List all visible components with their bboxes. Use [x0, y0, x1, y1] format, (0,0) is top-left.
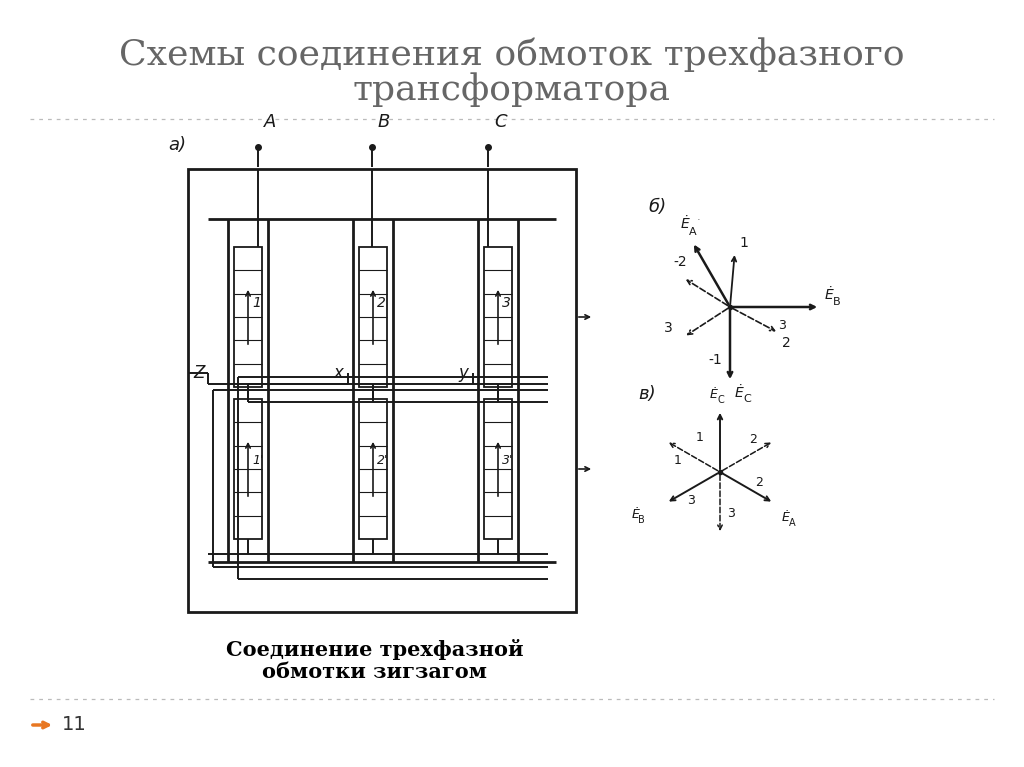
Bar — [484, 247, 512, 387]
Text: Ė: Ė — [825, 288, 834, 302]
Text: а): а) — [168, 136, 186, 154]
Text: Ė: Ė — [681, 217, 689, 231]
Text: -1: -1 — [708, 353, 722, 367]
Text: 3: 3 — [664, 321, 673, 335]
Text: в): в) — [638, 385, 655, 403]
Text: 2: 2 — [781, 336, 791, 350]
Text: 11: 11 — [62, 716, 87, 735]
Text: трансформатора: трансформатора — [353, 72, 671, 107]
Bar — [234, 399, 262, 539]
Bar — [484, 399, 512, 539]
Text: 3: 3 — [778, 319, 786, 332]
Text: Ė: Ė — [710, 388, 718, 401]
Text: 2: 2 — [755, 476, 763, 489]
Text: Ė: Ė — [735, 386, 743, 400]
Text: B: B — [638, 515, 645, 525]
Text: 2': 2' — [377, 454, 388, 467]
Text: Z: Z — [193, 364, 205, 382]
Text: C: C — [743, 394, 751, 404]
Text: A: A — [264, 113, 276, 131]
Text: C: C — [494, 113, 507, 131]
Text: -2: -2 — [674, 255, 687, 269]
Text: 3: 3 — [502, 296, 511, 310]
Text: Ė: Ė — [781, 511, 790, 524]
Text: 1: 1 — [696, 430, 703, 443]
Bar — [359, 247, 387, 387]
Bar — [359, 399, 387, 539]
Text: C: C — [717, 395, 724, 405]
Text: б): б) — [648, 198, 667, 216]
Text: 1': 1' — [252, 454, 263, 467]
Text: 3': 3' — [502, 454, 513, 467]
Text: B: B — [378, 113, 390, 131]
Text: 3: 3 — [687, 494, 695, 507]
Text: 2: 2 — [749, 433, 757, 446]
Text: 1: 1 — [739, 236, 749, 250]
Text: Соединение трехфазной: Соединение трехфазной — [226, 639, 524, 660]
Text: A: A — [688, 227, 696, 237]
Text: 1: 1 — [674, 454, 682, 467]
Text: y: y — [458, 364, 468, 382]
Text: B: B — [833, 297, 841, 307]
Text: x: x — [333, 364, 343, 382]
Bar — [188, 169, 575, 612]
Text: Ė: Ė — [632, 508, 639, 521]
Text: 3: 3 — [727, 508, 735, 521]
Text: Схемы соединения обмоток трехфазного: Схемы соединения обмоток трехфазного — [119, 37, 905, 72]
Bar — [234, 247, 262, 387]
Text: A: A — [788, 518, 796, 528]
Text: обмотки зигзагом: обмотки зигзагом — [262, 662, 487, 682]
Text: 2: 2 — [377, 296, 386, 310]
Text: 1: 1 — [252, 296, 261, 310]
